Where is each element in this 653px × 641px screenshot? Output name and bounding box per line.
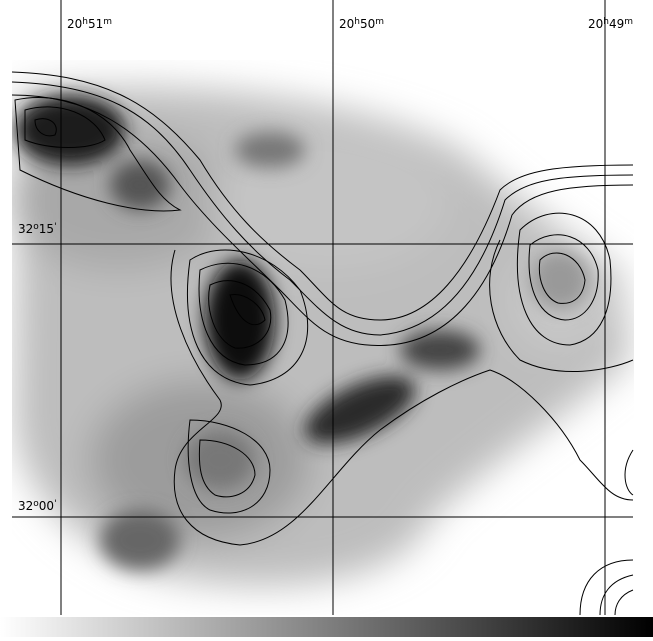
label-part: 51 bbox=[88, 17, 103, 31]
sky-map: 20h51m20h50m20h49m32o15'32o00' bbox=[0, 0, 653, 637]
label-part: m bbox=[624, 17, 633, 27]
label-part: 50 bbox=[360, 17, 375, 31]
label-part: 32 bbox=[18, 222, 33, 236]
ra-label: 20h49m bbox=[588, 17, 633, 31]
label-part: ' bbox=[54, 222, 56, 232]
dec-label: 32o00' bbox=[18, 499, 57, 513]
color-bar bbox=[0, 617, 653, 637]
label-part: 20 bbox=[588, 17, 603, 31]
label-part: m bbox=[375, 17, 384, 27]
label-part: ' bbox=[54, 499, 56, 509]
ra-label: 20h50m bbox=[339, 17, 384, 31]
label-part: 00 bbox=[39, 499, 54, 513]
label-part: 15 bbox=[39, 222, 54, 236]
label-part: 32 bbox=[18, 499, 33, 513]
label-part: m bbox=[103, 17, 112, 27]
intensity-image bbox=[10, 87, 630, 586]
label-part: 20 bbox=[67, 17, 82, 31]
ra-label: 20h51m bbox=[67, 17, 112, 31]
label-part: 20 bbox=[339, 17, 354, 31]
label-part: 49 bbox=[609, 17, 624, 31]
